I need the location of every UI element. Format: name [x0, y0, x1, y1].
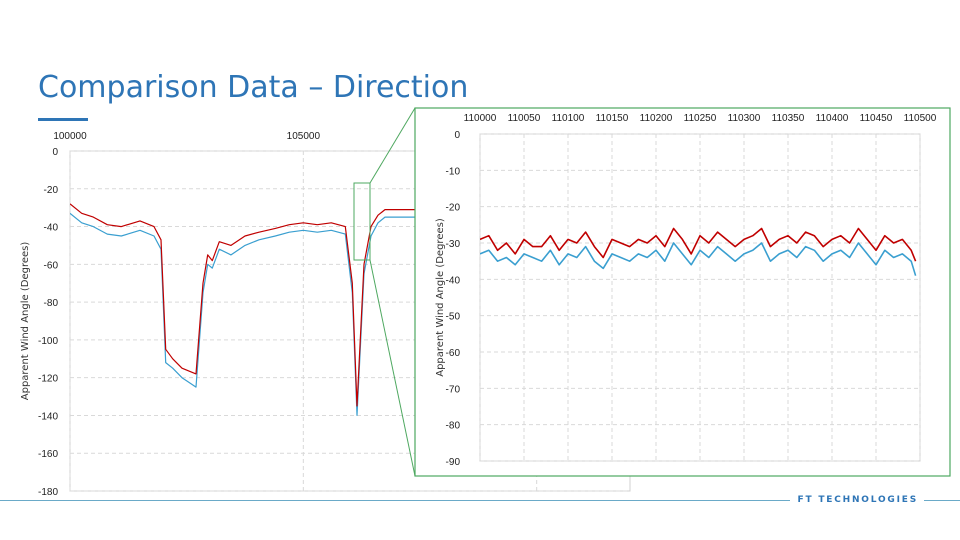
inset-x-tick-label: 110050 [508, 113, 541, 124]
inset-y-tick-label: 0 [454, 130, 460, 141]
main-y-tick-label: -60 [44, 260, 59, 271]
main-y-tick-label: 0 [52, 147, 58, 158]
inset-y-tick-label: -10 [446, 166, 461, 177]
zoom-connectors [353, 107, 416, 477]
inset-x-tick-label: 110000 [464, 113, 497, 124]
inset-y-tick-label: -60 [446, 348, 461, 359]
main-x-tick-label: 100000 [53, 131, 87, 142]
main-y-tick-label: -120 [38, 374, 58, 385]
inset-y-tick-label: -40 [446, 275, 461, 286]
slide-title: Comparison Data – Direction [38, 70, 469, 105]
zoom-connector-bottom [369, 259, 416, 477]
inset-y-tick-label: -30 [446, 239, 461, 250]
title-underline [38, 118, 88, 121]
footer-rule [0, 500, 960, 501]
inset-x-tick-label: 110300 [728, 113, 761, 124]
inset-series-1-line [480, 242, 917, 276]
inset-y-tick-label: -70 [446, 384, 461, 395]
inset-x-tick-label: 110400 [816, 113, 849, 124]
main-y-tick-label: -180 [38, 487, 58, 498]
inset-chart: 0 -10 -20 -30 -40 -50 -60 -70 -80 -90 110000 110050… [414, 107, 951, 477]
main-y-tick-label: -20 [44, 185, 59, 196]
inset-x-tick-label: 110200 [640, 113, 673, 124]
inset-frame [414, 107, 951, 477]
inset-x-tick-label: 110350 [772, 113, 805, 124]
inset-y-tick-label: -80 [446, 421, 461, 432]
inset-y-tick-label: -20 [446, 203, 461, 214]
inset-x-tick-label: 110250 [684, 113, 717, 124]
main-y-tick-label: -40 [44, 223, 59, 234]
brand-wordmark: FT TECHNOLOGIES [789, 495, 924, 505]
inset-series-2-line [480, 227, 917, 262]
main-y-axis-label: Apparent Wind Angle (Degrees) [20, 242, 31, 401]
main-y-tick-label: -80 [44, 298, 59, 309]
main-x-tick-label: 105000 [287, 131, 321, 142]
main-y-tick-label: -100 [38, 336, 58, 347]
inset-x-tick-label: 110450 [860, 113, 893, 124]
zoom-region [353, 182, 371, 261]
inset-y-axis-label: Apparent Wind Angle (Degrees) [435, 218, 446, 377]
inset-x-tick-label: 110500 [904, 113, 937, 124]
inset-y-tick-label: -90 [446, 457, 461, 468]
main-y-tick-label: -160 [38, 449, 58, 460]
inset-y-tick-label: -50 [446, 312, 461, 323]
inset-x-tick-label: 110150 [596, 113, 629, 124]
zoom-connector-top [369, 107, 416, 184]
inset-x-tick-label: 110100 [552, 113, 585, 124]
main-y-tick-label: -140 [38, 411, 58, 422]
